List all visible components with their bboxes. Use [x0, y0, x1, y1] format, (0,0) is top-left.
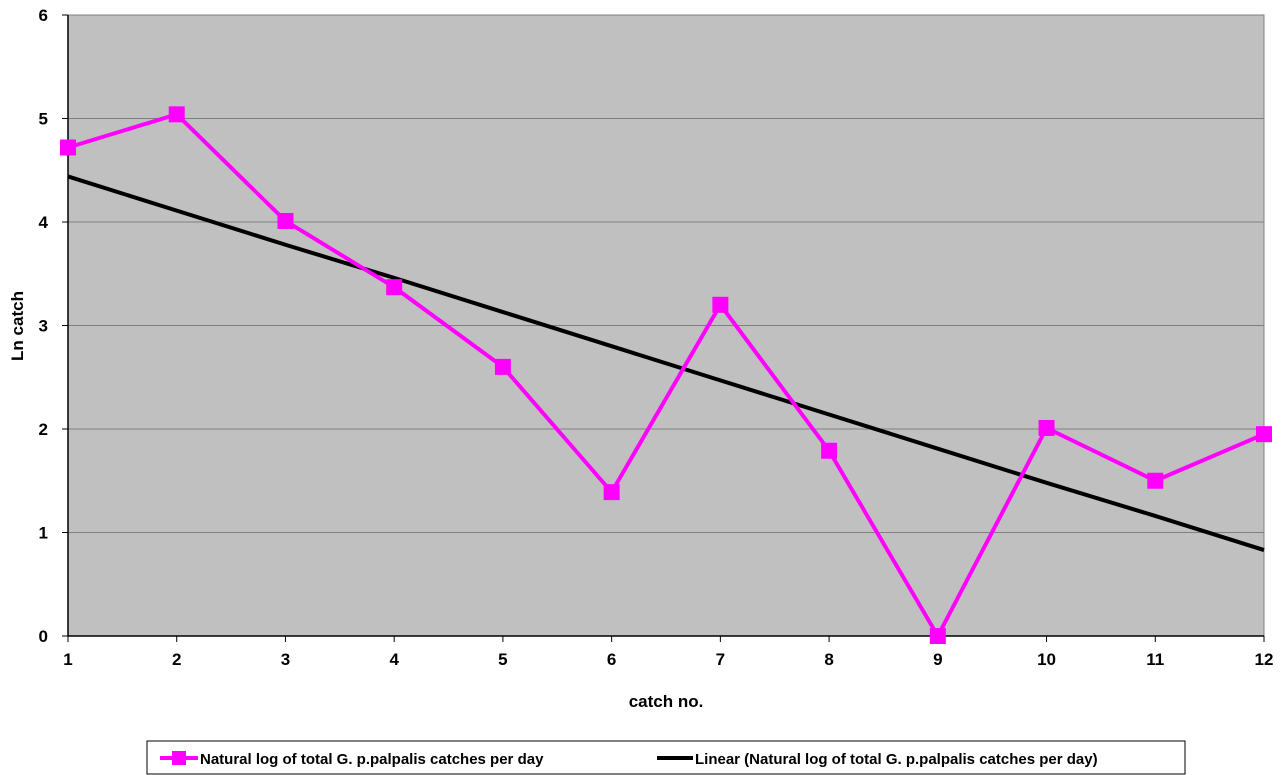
y-tick-label-0: 0 — [39, 627, 48, 646]
x-tick-label-10: 10 — [1037, 650, 1056, 669]
y-tick-label-5: 5 — [39, 110, 48, 129]
y-tick-label-2: 2 — [39, 420, 48, 439]
data-point-5 — [494, 358, 511, 375]
y-tick-label-1: 1 — [39, 524, 48, 543]
series-line-natural-log — [67, 112, 1265, 641]
x-tick-label-7: 7 — [716, 650, 725, 669]
data-point-1 — [60, 139, 76, 156]
legend-entry-natural-log: Natural log of total G. p.palpalis catch… — [160, 751, 544, 768]
x-axis-title: catch no. — [629, 692, 704, 711]
x-tick-label-1: 1 — [63, 650, 72, 669]
data-point-2 — [168, 106, 185, 123]
x-tick-label-11: 11 — [1146, 650, 1164, 669]
y-axis-title: Ln catch — [8, 291, 27, 361]
x-tick-label-3: 3 — [281, 650, 290, 669]
y-axis-ticks: 0 1 2 3 4 5 6 — [39, 6, 68, 646]
legend: Natural log of total G. p.palpalis catch… — [146, 740, 1186, 775]
legend-swatch-marker-natural-log — [172, 751, 186, 765]
y-tick-label-4: 4 — [39, 213, 49, 232]
legend-entry-linear: Linear (Natural log of total G. p.palpal… — [657, 751, 1098, 768]
data-point-6 — [603, 484, 620, 501]
y-tick-label-3: 3 — [39, 317, 48, 336]
x-tick-label-12: 12 — [1255, 650, 1274, 669]
data-point-3 — [277, 212, 294, 229]
trendline-linear — [67, 174, 1265, 553]
gridlines — [68, 118, 1264, 533]
x-tick-label-5: 5 — [498, 650, 507, 669]
legend-label-natural-log: Natural log of total G. p.palpalis catch… — [200, 751, 544, 768]
x-tick-label-4: 4 — [389, 650, 399, 669]
data-point-7 — [712, 296, 729, 313]
data-point-12 — [1256, 426, 1272, 443]
x-axis-ticks: 1 2 3 4 5 6 7 8 9 10 11 12 — [63, 636, 1273, 669]
legend-label-linear: Linear (Natural log of total G. p.palpal… — [695, 751, 1098, 768]
x-tick-label-9: 9 — [933, 650, 942, 669]
y-tick-label-6: 6 — [39, 6, 48, 25]
data-point-10 — [1038, 419, 1055, 436]
x-tick-label-6: 6 — [607, 650, 616, 669]
data-point-8 — [821, 442, 838, 459]
data-point-9 — [929, 628, 946, 644]
data-point-11 — [1147, 472, 1164, 489]
series-layer — [60, 106, 1272, 644]
x-tick-label-8: 8 — [824, 650, 833, 669]
data-point-4 — [386, 279, 403, 296]
x-tick-label-2: 2 — [172, 650, 181, 669]
